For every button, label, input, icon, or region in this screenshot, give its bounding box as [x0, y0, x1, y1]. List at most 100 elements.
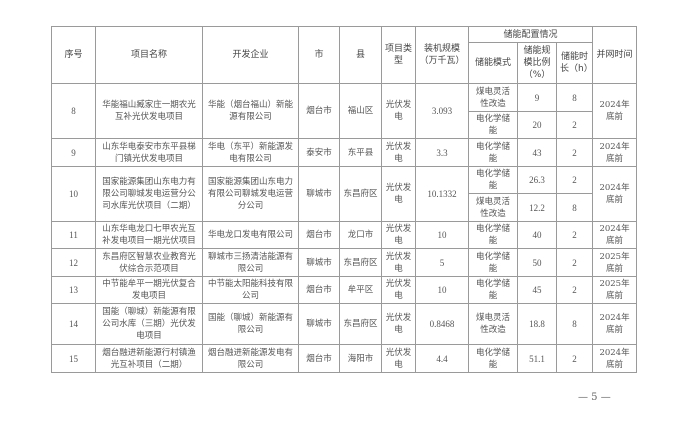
- cell-county: 海阳市: [339, 344, 382, 373]
- cell-type: 光伏发电: [381, 83, 416, 139]
- header-grid: 并网时间: [592, 26, 638, 84]
- table-row: 电化学储能 20 2: [52, 111, 637, 139]
- cell-capacity: 10: [415, 221, 469, 249]
- cell-developer: 聊城市三扬清洁能源有限公司: [202, 248, 299, 277]
- cell-grid: 2025年底前: [592, 248, 638, 277]
- table-row: 10 国家能源集团山东电力有限公司聊城发电运营分公司水库光伏项目（二期） 国家能源集…: [51, 166, 638, 222]
- cell-mode: 电化学储能: [468, 111, 518, 139]
- header-mode: 储能模式: [468, 42, 518, 84]
- cell-type: 光伏发电: [381, 276, 416, 304]
- cell-duration: 8: [555, 83, 594, 112]
- table-row: 煤电灵活性改造 12.2 8: [52, 193, 637, 222]
- cell-city: 烟台市: [298, 83, 340, 139]
- cell-grid: 2025年底前: [592, 276, 638, 304]
- cell-capacity: 10.1332: [415, 166, 469, 222]
- cell-county: 福山区: [339, 83, 382, 139]
- cell-ratio: 50: [517, 248, 557, 277]
- cell-capacity: 3.3: [415, 138, 469, 167]
- cell-city: 泰安市: [298, 138, 340, 167]
- cell-duration: 2: [555, 111, 594, 139]
- cell-duration: 2: [555, 166, 594, 194]
- cell-county: 东昌府区: [339, 166, 382, 222]
- cell-county: 东平县: [339, 138, 382, 167]
- cell-developer: 华电龙口发电有限公司: [202, 221, 299, 249]
- cell-name: 国能（聊城）新能源有限公司水库（三期）光伏发电项目: [95, 303, 203, 345]
- cell-type: 光伏发电: [381, 138, 416, 167]
- cell-name: 中节能牟平一期光伏复合发电项目: [95, 276, 203, 304]
- table-row: 9 山东华电泰安市东平县梯门镇光伏发电项目 华电（东平）新能源发电有限公司 泰安市 东平…: [51, 138, 638, 167]
- cell-grid: 2024年底前: [592, 83, 638, 139]
- cell-name: 国家能源集团山东电力有限公司聊城发电运营分公司水库光伏项目（二期）: [95, 166, 203, 222]
- cell-no: 15: [51, 344, 96, 373]
- cell-capacity: 0.8468: [415, 303, 469, 345]
- cell-ratio: 26.3: [517, 166, 557, 194]
- cell-no: 9: [51, 138, 96, 167]
- cell-city: 烟台市: [298, 276, 340, 304]
- cell-name: 东昌府区智慧农业教育光伏综合示范项目: [95, 248, 203, 277]
- header-county: 县: [339, 26, 382, 84]
- cell-mode: 煤电灵活性改造: [468, 83, 518, 112]
- cell-county: 东昌府区: [339, 248, 382, 277]
- cell-mode: 电化学储能: [468, 276, 518, 304]
- cell-name: 山东华电龙口七甲农光互补发电项目一期光伏项目: [95, 221, 203, 249]
- cell-city: 聊城市: [298, 303, 340, 345]
- cell-duration: 8: [555, 193, 594, 222]
- header-name: 项目名称: [95, 26, 203, 84]
- table-row: 11 山东华电龙口七甲农光互补发电项目一期光伏项目 华电龙口发电有限公司 烟台市 龙口市…: [51, 221, 638, 249]
- table-row: 8 华能福山臧家庄一期农光互补光伏发电项目 华能（烟台福山）新能源有限公司 烟台市 福山…: [51, 83, 638, 139]
- cell-no: 14: [51, 303, 96, 345]
- cell-city: 烟台市: [298, 221, 340, 249]
- table-row: 12 东昌府区智慧农业教育光伏综合示范项目 聊城市三扬清洁能源有限公司 聊城市 东昌府区…: [51, 248, 638, 277]
- cell-ratio: 12.2: [517, 193, 557, 222]
- cell-grid: 2024年底前: [592, 138, 638, 167]
- projects-table: 序号 项目名称 开发企业 市 县 项目类型 装机规模（万千瓦） 储能配置情况 并…: [51, 25, 638, 373]
- cell-mode: 电化学储能: [468, 166, 518, 194]
- cell-grid: 2024年底前: [592, 221, 638, 249]
- cell-mode: 电化学储能: [468, 344, 518, 373]
- cell-city: 聊城市: [298, 166, 340, 222]
- header-capacity: 装机规模（万千瓦）: [415, 26, 469, 84]
- cell-type: 光伏发电: [381, 221, 416, 249]
- cell-capacity: 3.093: [415, 83, 469, 139]
- cell-ratio: 18.8: [517, 303, 557, 345]
- cell-type: 光伏发电: [381, 248, 416, 277]
- table-row: 13 中节能牟平一期光伏复合发电项目 中节能太阳能科技有限公司 烟台市 牟平区 光伏发电 1…: [51, 276, 638, 304]
- cell-duration: 2: [555, 276, 594, 304]
- cell-no: 11: [51, 221, 96, 249]
- cell-name: 华能福山臧家庄一期农光互补光伏发电项目: [95, 83, 203, 139]
- cell-no: 8: [51, 83, 96, 139]
- cell-mode: 电化学储能: [468, 221, 518, 249]
- cell-mode: 煤电灵活性改造: [468, 193, 518, 222]
- header-ratio: 储能规模比例（%）: [517, 42, 557, 84]
- cell-developer: 国能（聊城）新能源有限公司: [202, 303, 299, 345]
- cell-name: 山东华电泰安市东平县梯门镇光伏发电项目: [95, 138, 203, 167]
- cell-no: 12: [51, 248, 96, 277]
- cell-no: 10: [51, 166, 96, 222]
- cell-ratio: 9: [517, 83, 557, 112]
- cell-capacity: 10: [415, 276, 469, 304]
- cell-developer: 烟台融进新能源发电有限公司: [202, 344, 299, 373]
- cell-mode: 电化学储能: [468, 248, 518, 277]
- header-type: 项目类型: [381, 26, 416, 84]
- cell-city: 聊城市: [298, 248, 340, 277]
- cell-duration: 2: [555, 138, 594, 167]
- page-number: — 5 —: [578, 392, 611, 403]
- cell-grid: 2024年底前: [592, 166, 638, 222]
- cell-ratio: 43: [517, 138, 557, 167]
- table-row: 14 国能（聊城）新能源有限公司水库（三期）光伏发电项目 国能（聊城）新能源有限公司…: [51, 303, 638, 345]
- cell-duration: 2: [555, 344, 594, 373]
- cell-ratio: 45: [517, 276, 557, 304]
- header-city: 市: [298, 26, 340, 84]
- cell-duration: 8: [555, 303, 594, 345]
- header-duration: 储能时长（h）: [555, 42, 594, 84]
- cell-developer: 中节能太阳能科技有限公司: [202, 276, 299, 304]
- cell-grid: 2024年底前: [592, 344, 638, 373]
- cell-county: 牟平区: [339, 276, 382, 304]
- cell-duration: 2: [555, 248, 594, 277]
- cell-ratio: 20: [517, 111, 557, 139]
- cell-ratio: 40: [517, 221, 557, 249]
- cell-type: 光伏发电: [381, 303, 416, 345]
- header-no: 序号: [51, 26, 96, 84]
- header-storage: 储能配置情况: [467, 25, 594, 44]
- cell-county: 东昌府区: [339, 303, 382, 345]
